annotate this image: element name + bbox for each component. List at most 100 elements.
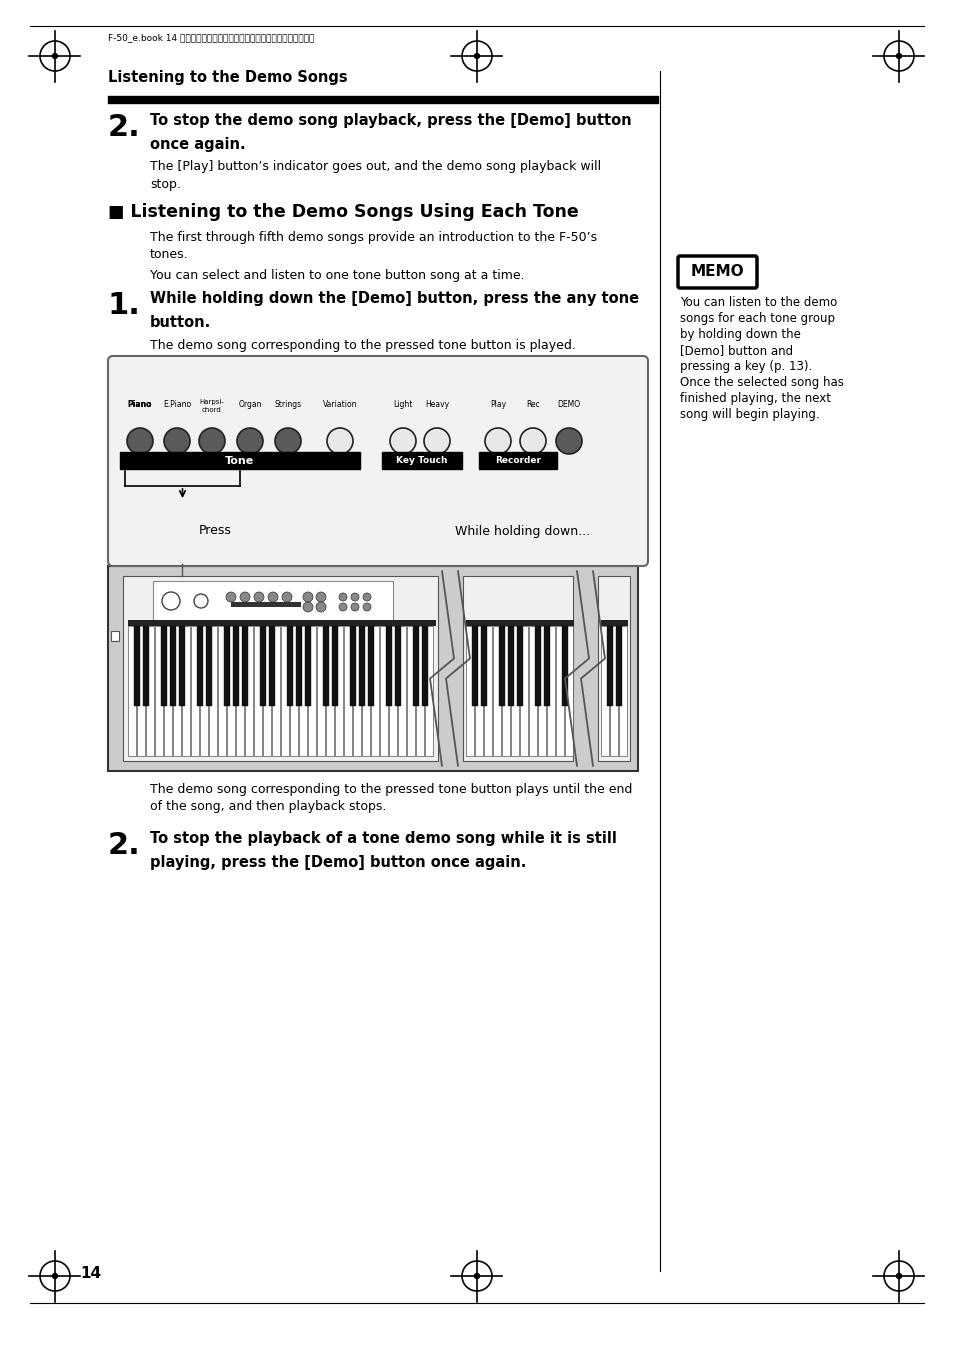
Text: playing, press the [Demo] button once again.: playing, press the [Demo] button once ag… [150, 855, 526, 870]
Text: Light: Light [393, 400, 413, 409]
Bar [224, 626, 230, 707]
Circle shape [556, 428, 581, 454]
Text: MEMO: MEMO [689, 265, 743, 280]
Bar [206, 626, 212, 707]
Bar [143, 626, 149, 707]
Bar [475, 626, 483, 757]
Bar [353, 626, 361, 757]
Bar [379, 626, 388, 757]
Circle shape [52, 54, 57, 58]
Text: 2.: 2. [108, 113, 141, 142]
Text: Once the selected song has: Once the selected song has [679, 376, 843, 389]
Bar [305, 626, 311, 707]
Bar [607, 626, 612, 707]
Bar [600, 620, 627, 626]
Text: button.: button. [150, 315, 211, 330]
Text: of the song, and then playback stops.: of the song, and then playback stops. [150, 800, 386, 813]
Bar [161, 626, 167, 707]
Bar [368, 626, 374, 707]
Bar [242, 626, 248, 707]
Circle shape [896, 1274, 901, 1278]
Bar [472, 626, 477, 707]
Text: Tone: Tone [225, 455, 254, 466]
Bar [137, 626, 145, 757]
Text: DEMO: DEMO [557, 400, 580, 409]
Bar [543, 626, 549, 707]
Circle shape [351, 603, 358, 611]
Bar [618, 626, 627, 757]
Bar [287, 626, 293, 707]
Bar [361, 626, 370, 757]
Bar [290, 626, 298, 757]
Text: Harpsi-: Harpsi- [199, 399, 224, 405]
Bar [134, 626, 139, 707]
Bar [269, 626, 274, 707]
Bar [535, 626, 540, 707]
Text: tones.: tones. [150, 249, 189, 261]
Circle shape [274, 428, 301, 454]
Bar [598, 576, 629, 761]
Bar [546, 626, 555, 757]
Bar [561, 626, 567, 707]
Text: Organ: Organ [238, 400, 261, 409]
Circle shape [199, 428, 225, 454]
Bar [218, 626, 226, 757]
Bar [564, 626, 573, 757]
Circle shape [363, 593, 371, 601]
Bar [296, 626, 301, 707]
Text: Key Touch: Key Touch [395, 457, 447, 465]
Bar [316, 626, 325, 757]
Bar [123, 576, 437, 761]
Circle shape [162, 592, 180, 611]
Circle shape [315, 592, 326, 603]
Bar [128, 620, 436, 626]
Bar [200, 626, 208, 757]
Bar [508, 626, 514, 707]
Bar [465, 620, 574, 626]
Circle shape [519, 428, 545, 454]
Bar [120, 453, 359, 469]
Circle shape [303, 603, 313, 612]
Text: 1.: 1. [108, 290, 141, 320]
Circle shape [351, 593, 358, 601]
Bar [465, 626, 474, 757]
Bar [108, 96, 658, 103]
Circle shape [896, 54, 901, 58]
Bar [245, 626, 253, 757]
Bar [517, 626, 522, 707]
Bar [407, 626, 415, 757]
Bar [397, 626, 406, 757]
Circle shape [240, 592, 250, 603]
Text: [Demo] button and: [Demo] button and [679, 345, 792, 357]
Text: While holding down...: While holding down... [455, 524, 589, 538]
Bar [359, 626, 364, 707]
Bar [519, 626, 528, 757]
Bar [154, 626, 163, 757]
Bar [164, 626, 172, 757]
Circle shape [52, 1274, 57, 1278]
Bar [424, 626, 433, 757]
Bar [478, 453, 557, 469]
Text: finished playing, the next: finished playing, the next [679, 392, 830, 405]
Text: Heavy: Heavy [424, 400, 449, 409]
Bar [395, 626, 400, 707]
Text: While holding down the [Demo] button, press the any tone: While holding down the [Demo] button, pr… [150, 290, 639, 305]
Text: Rec: Rec [525, 400, 539, 409]
Bar [111, 631, 119, 640]
Bar [616, 626, 621, 707]
Text: Variation: Variation [322, 400, 356, 409]
Circle shape [484, 428, 511, 454]
Bar [480, 626, 486, 707]
Bar [344, 626, 352, 757]
Text: by holding down the: by holding down the [679, 328, 800, 340]
Bar [191, 626, 199, 757]
Circle shape [390, 428, 416, 454]
Circle shape [327, 428, 353, 454]
Bar [462, 576, 573, 761]
FancyBboxPatch shape [108, 357, 647, 566]
Circle shape [282, 592, 292, 603]
FancyBboxPatch shape [678, 255, 757, 288]
Bar [323, 626, 329, 707]
Text: To stop the playback of a tone demo song while it is still: To stop the playback of a tone demo song… [150, 831, 617, 846]
Bar [231, 603, 301, 607]
